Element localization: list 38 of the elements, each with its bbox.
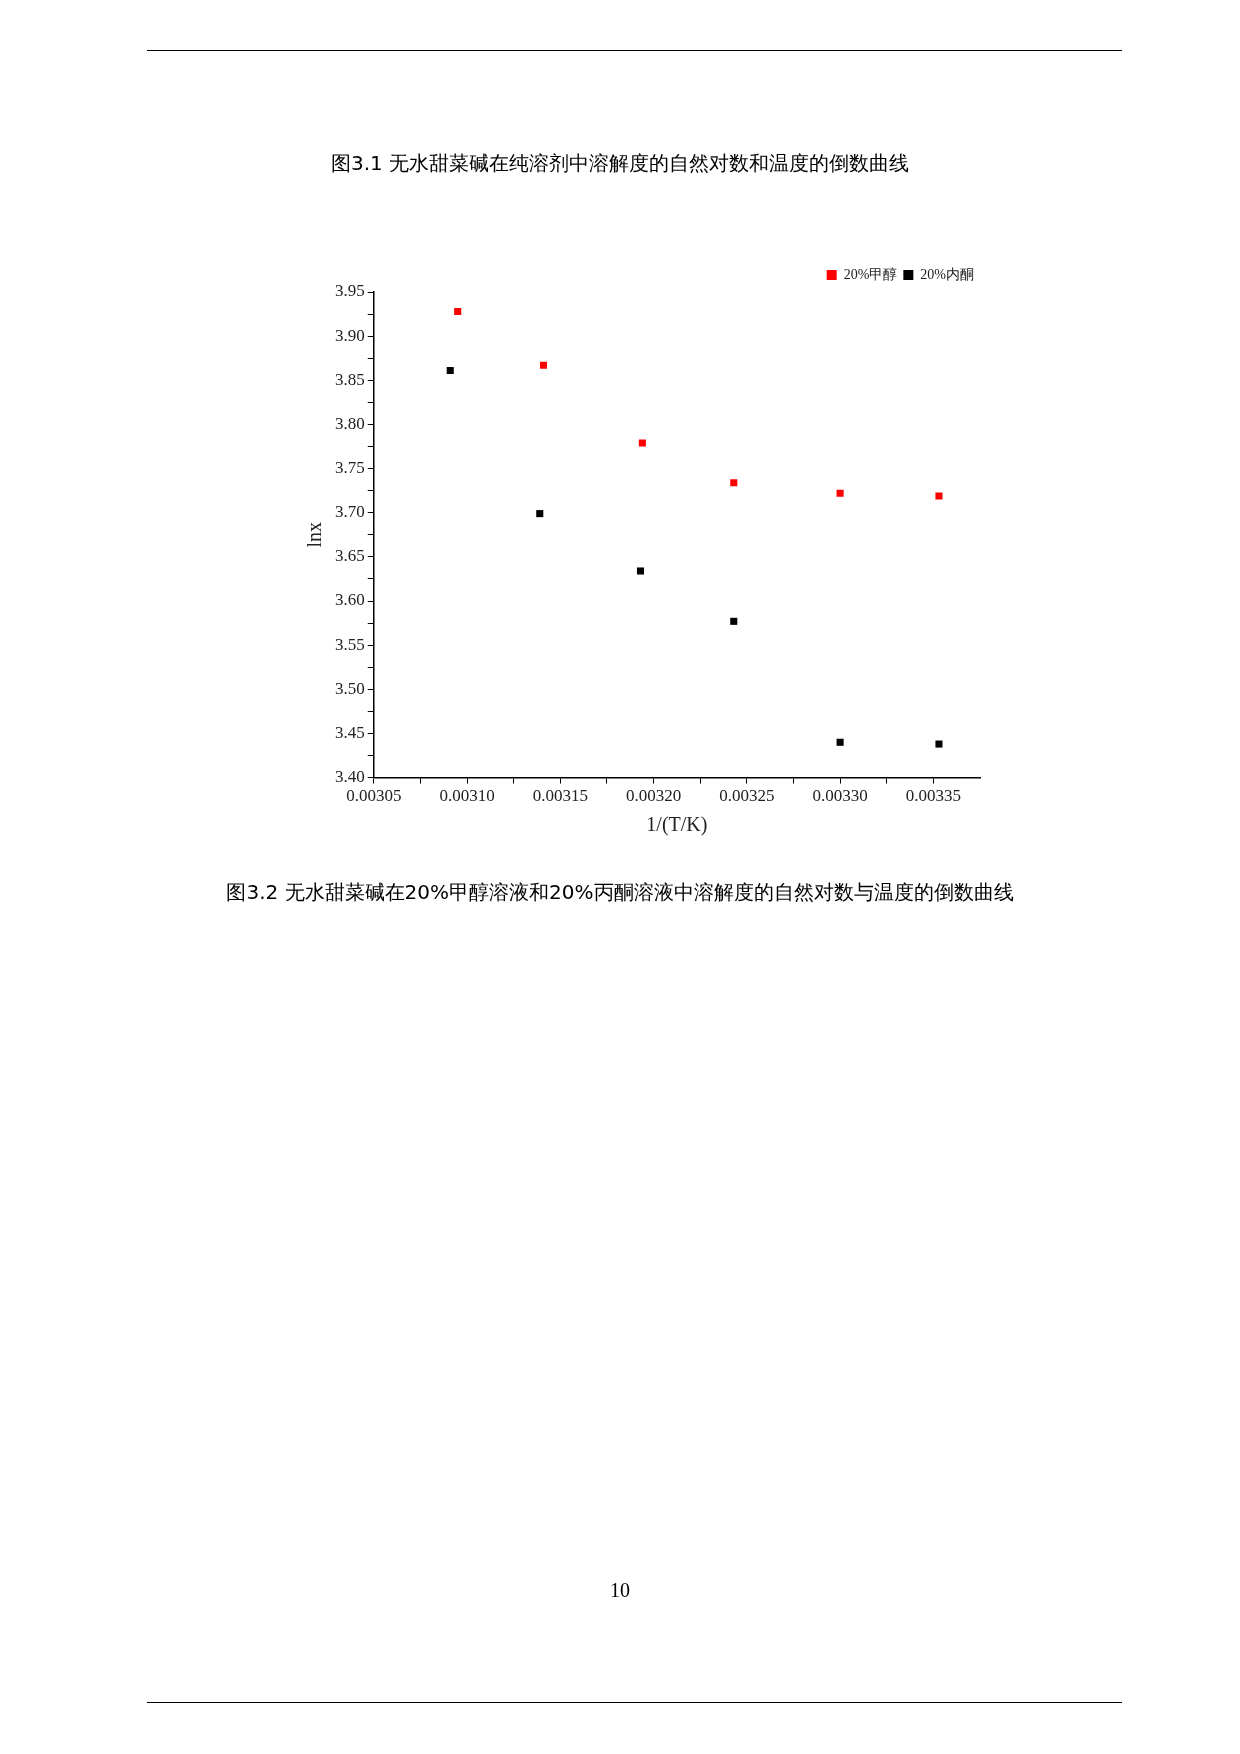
point [730,479,738,487]
y-tick-label: 3.45 [335,722,365,742]
y-tick-label: 3.90 [335,325,365,345]
y-tick-label: 3.80 [335,413,365,433]
x-tick-label: 0.00335 [905,786,961,806]
y-tick-label: 3.95 [335,281,365,301]
y-tick-label: 3.50 [335,678,365,698]
point [836,489,844,497]
y-tick-label: 3.65 [335,546,365,566]
point [836,738,844,746]
y-tick-label: 3.70 [335,502,365,522]
point [539,361,548,369]
x-tick-label: 0.00330 [812,786,868,806]
point [446,367,454,375]
text: 图3.2 无水甜菜碱在20%甲醇溶液和20%丙酮溶液中溶解度的自然对数与温度的倒数曲线 [225,879,1015,906]
x-tick-label: 0.00305 [346,786,402,806]
point [636,567,645,575]
point [454,307,462,315]
y-tick-label: 3.40 [335,767,365,787]
point [638,439,646,447]
x-tick-label: 0.00315 [532,786,588,806]
x-tick-label: 0.00325 [719,786,775,806]
y-tick-label: 3.85 [335,369,365,389]
x-axis-title: 1/(T/K) [646,813,708,837]
x-tick-label: 0.00310 [439,786,495,806]
legend-label: 20%内酮 [920,266,975,282]
caption: 图3.1 无水甜菜碱在纯溶剂中溶解度的自然对数和温度的倒数曲线 [329,150,911,177]
y-tick-label: 3.75 [335,458,365,478]
point [935,740,943,748]
point [935,492,943,500]
y-axis-title: lnx [303,522,326,548]
x-tick-label: 0.00320 [625,786,682,806]
legend-label: 20%甲醇 [843,266,898,282]
point [536,510,544,518]
text: 10 [609,1579,631,1602]
point [730,617,738,625]
y-tick-label: 3.60 [335,590,365,610]
y-tick-label: 3.55 [335,634,365,654]
